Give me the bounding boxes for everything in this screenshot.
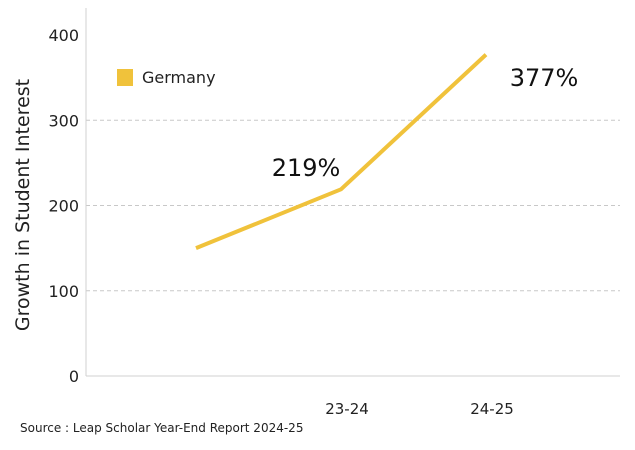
y-axis-label: Growth in Student Interest (12, 79, 34, 331)
series-line-germany (195, 53, 488, 250)
legend-label: Germany (142, 68, 216, 87)
x-tick-label: 24-25 (470, 400, 514, 418)
legend-swatch (117, 69, 133, 86)
y-tick-label: 100 (48, 282, 79, 301)
x-tick-label: 23-24 (325, 400, 369, 418)
data-label: 377% (510, 64, 579, 92)
y-tick-label: 300 (48, 111, 79, 130)
y-tick-label: 400 (48, 26, 79, 45)
y-tick-label: 200 (48, 197, 79, 216)
source-note: Source : Leap Scholar Year-End Report 20… (20, 421, 304, 435)
y-tick-label: 0 (69, 367, 79, 386)
data-label: 219% (272, 154, 341, 182)
